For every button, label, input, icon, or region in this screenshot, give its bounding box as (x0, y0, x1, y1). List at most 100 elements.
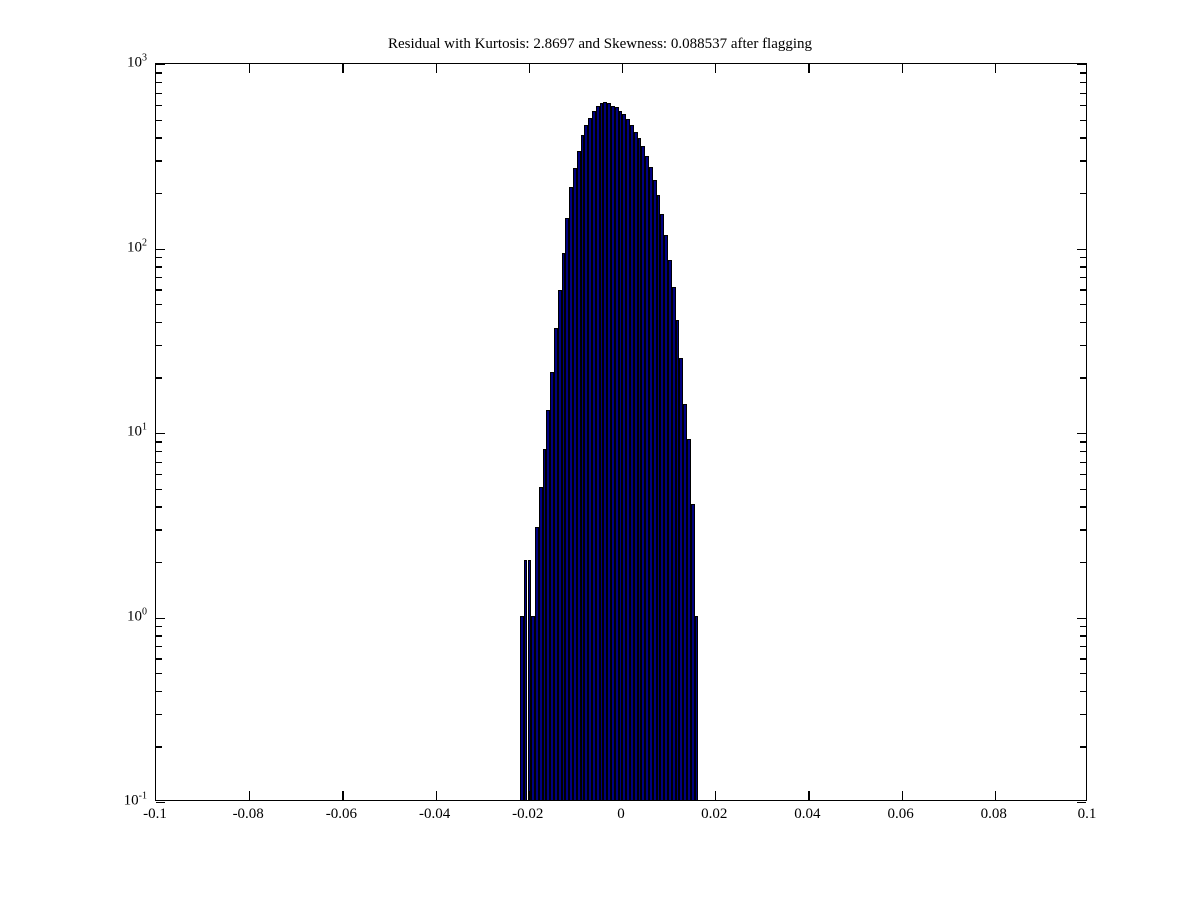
histogram-bar (538, 486, 543, 800)
histogram-bar (679, 357, 684, 800)
x-tick-label: 0.04 (794, 806, 821, 822)
histogram-bar (671, 287, 676, 800)
y-tick-label-mantissa: 10 (127, 239, 142, 255)
y-tick-label-mantissa: 10 (127, 54, 142, 71)
x-tick-label: 0 (617, 806, 625, 822)
y-tick-label-exponent: 1 (142, 421, 147, 433)
y-tick-minor (156, 256, 162, 259)
y-tick-label-exponent: 0 (142, 606, 147, 617)
y-tick-minor-right (1080, 81, 1086, 84)
histogram-bar (660, 214, 665, 800)
y-tick-minor (156, 529, 162, 531)
histogram-bar (626, 119, 631, 800)
y-tick-minor (156, 635, 162, 637)
x-tick-top (901, 64, 903, 73)
y-tick-minor (156, 277, 162, 279)
histogram-bar (649, 166, 653, 800)
x-tick-label: -0.08 (232, 806, 264, 822)
y-tick-minor-right (1080, 256, 1086, 259)
y-tick-minor (156, 92, 162, 94)
y-tick-minor-right (1080, 266, 1086, 268)
x-tick (622, 791, 624, 800)
y-tick-minor (156, 473, 162, 476)
y-tick-minor (156, 104, 162, 107)
y-tick-minor (156, 673, 162, 675)
x-tick (528, 791, 531, 800)
y-tick-label-exponent: -1 (138, 790, 147, 802)
histogram-bar (618, 110, 623, 800)
y-tick-minor (156, 266, 162, 268)
y-tick-minor-right (1080, 304, 1086, 306)
y-tick-minor-right (1080, 488, 1086, 490)
y-tick-right (1077, 248, 1086, 250)
x-tick-top (528, 64, 531, 73)
y-tick-minor-right (1080, 137, 1086, 139)
x-tick-label: 0.02 (701, 806, 728, 822)
histogram-bar (557, 290, 562, 800)
x-tick-top (808, 64, 810, 73)
y-tick-minor (156, 506, 162, 508)
x-tick-top (622, 64, 624, 73)
y-tick-minor (156, 561, 162, 564)
histogram-bar (603, 101, 608, 800)
y-tick-label: 10-1 (123, 790, 147, 810)
y-tick-minor-right (1080, 72, 1086, 74)
y-tick-minor (156, 488, 162, 490)
histogram-bar (576, 150, 581, 800)
y-tick-minor (156, 658, 162, 660)
y-tick-minor-right (1080, 441, 1086, 443)
y-tick-minor (156, 192, 162, 195)
y-tick-label: 103 (127, 53, 147, 72)
y-tick (156, 617, 165, 619)
y-tick-minor-right (1080, 277, 1086, 279)
x-tick-top (715, 64, 717, 73)
x-tick-top (342, 64, 344, 73)
y-tick-minor-right (1080, 92, 1086, 94)
y-tick-minor (156, 304, 162, 306)
x-tick (808, 791, 810, 800)
histogram-bar (542, 448, 547, 800)
y-tick-minor-right (1080, 561, 1086, 564)
y-tick (156, 64, 165, 66)
y-tick-minor-right (1080, 713, 1086, 716)
y-tick-right (1077, 64, 1086, 66)
x-tick-label: -0.04 (418, 806, 451, 822)
x-tick-label: 0.1 (1077, 806, 1097, 822)
y-tick-minor-right (1080, 625, 1086, 628)
histogram-bar (637, 138, 642, 800)
histogram-bar (687, 439, 691, 800)
histogram-bar (683, 404, 687, 800)
x-tick-label: -0.02 (512, 806, 544, 822)
x-tick (994, 791, 997, 800)
y-tick-minor-right (1080, 646, 1086, 648)
y-tick-label-mantissa: 10 (123, 792, 139, 809)
y-tick-minor-right (1080, 321, 1086, 324)
histogram-bar (535, 527, 539, 800)
y-tick-minor-right (1080, 506, 1086, 508)
histogram-bar (630, 125, 634, 800)
histogram-bar (519, 615, 524, 800)
x-tick (715, 791, 717, 800)
x-tick-top (249, 64, 251, 73)
y-tick-label-mantissa: 10 (127, 608, 142, 624)
y-tick-minor (156, 377, 162, 379)
x-tick-top (994, 64, 997, 73)
y-tick-minor (156, 160, 162, 162)
histogram-bar (652, 179, 657, 800)
y-tick (156, 248, 165, 250)
histogram-bar (641, 146, 646, 800)
histogram-bar (595, 106, 600, 800)
y-tick-right (1077, 617, 1086, 619)
histogram-bar (664, 235, 669, 800)
y-tick-right (1077, 802, 1086, 804)
histogram-bar (656, 195, 661, 800)
y-tick-minor (156, 344, 162, 347)
x-tick (901, 791, 903, 800)
y-tick-minor-right (1080, 289, 1086, 291)
y-tick-minor-right (1080, 192, 1086, 195)
histogram-bar (599, 102, 604, 800)
histogram-bar (561, 253, 566, 800)
y-tick-minor (156, 321, 162, 324)
x-tick-label: -0.06 (325, 806, 358, 822)
